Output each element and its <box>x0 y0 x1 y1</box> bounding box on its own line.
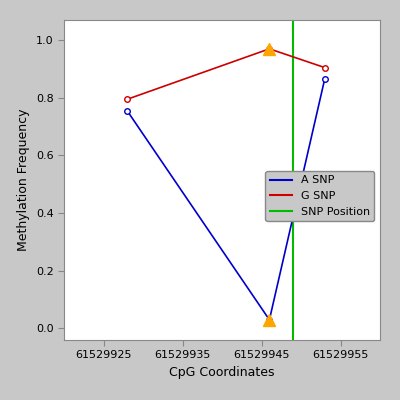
Legend: A SNP, G SNP, SNP Position: A SNP, G SNP, SNP Position <box>265 171 374 221</box>
X-axis label: CpG Coordinates: CpG Coordinates <box>169 366 275 379</box>
Y-axis label: Methylation Frequency: Methylation Frequency <box>17 109 30 251</box>
